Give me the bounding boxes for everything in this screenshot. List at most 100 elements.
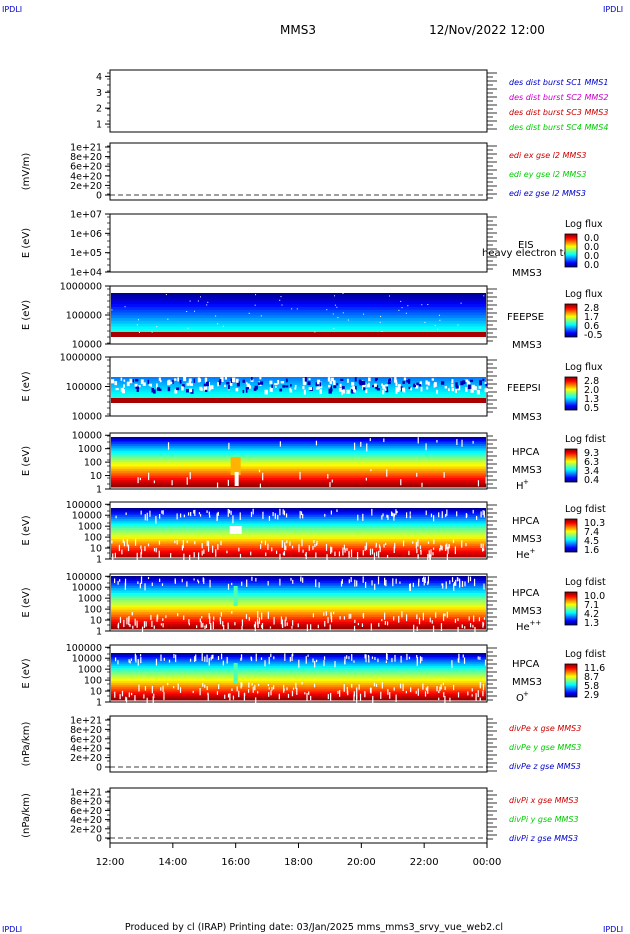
panel-hpca_he2-speckle [441, 583, 443, 586]
panel-feepsi-speckle [484, 388, 489, 393]
panel-hpca_o-speckle [327, 694, 329, 700]
panel-feepsi-speckle [382, 389, 385, 395]
panel-hpca_o-row [111, 687, 486, 690]
panel-hpca_he-speckle [305, 552, 307, 560]
panel-hpca_h-species: H [516, 481, 524, 492]
panel-feepsi-speckle [254, 385, 258, 390]
panel-hpca_o-speckle [177, 683, 179, 690]
panel-hpca_he-speckle [183, 553, 185, 560]
panel-edi-ytick-label: 1e+21 [70, 143, 102, 154]
panel-hpca_he2-speckle [377, 576, 380, 585]
panel-hpca_o-speckle [258, 683, 260, 686]
panel-hpca_he2-scale-label-0: 10.0 [584, 591, 605, 602]
time-axis-label: 16:00 [221, 857, 250, 868]
panel-hpca_he2-ytick-label: 1 [96, 627, 102, 638]
panel-hpca_he2-speckle [302, 577, 304, 583]
panel-hpca_he-speckle [126, 539, 128, 547]
panel-hpca_o-speckle [119, 694, 121, 700]
panel-feepsi-speckle [433, 382, 437, 387]
panel-feepse-speckle [457, 324, 459, 326]
panel-eis-scale-label-0: 0.0 [584, 233, 599, 244]
panel-hpca_o-speckle [189, 658, 192, 662]
panel-hpca_he-speckle [140, 510, 142, 515]
panel-hpca_o-speckle [179, 687, 182, 693]
panel-hpca_he2-speckle [432, 625, 435, 632]
panel-hpca_o-speckle [421, 657, 423, 662]
panel-feepsi-speckle [189, 388, 193, 393]
panel-hpca_he2-speckle [427, 576, 430, 584]
panel-hpca_he2-speckle [340, 581, 343, 587]
panel-hpca_o-speckle [449, 697, 451, 702]
panel-hpca_h-row [111, 468, 486, 472]
panel-hpca_he2-row [111, 621, 486, 625]
panel-hpca_o-speckle [252, 686, 254, 693]
panel-hpca_o-row [111, 674, 486, 677]
panel-des-legend-1: des dist burst SC2 MMS2 [509, 93, 608, 102]
panel-hpca_he2-spectrogram [111, 576, 486, 634]
panel-hpca_o-row [111, 655, 486, 658]
panel-hpca_he2-speckle [219, 617, 221, 622]
panel-hpca_he2-row [111, 585, 486, 589]
panel-hpca_he-speckle [365, 542, 368, 550]
panel-hpca_he2-speckle [282, 623, 284, 629]
panel-feepsi-speckle [332, 380, 336, 385]
panel-hpca_he-speckle [432, 552, 434, 556]
panel-hpca_he-speckle [445, 513, 447, 518]
panel-hpca_o-speckle [146, 697, 148, 706]
panel-hpca_o-speckle [117, 660, 119, 665]
panel-hpca_o-speckle [377, 658, 379, 663]
panel-feepsi-speckle [374, 383, 377, 387]
panel-hpca_h-colorbar [564, 448, 578, 483]
panel-hpca_h-speckle [421, 482, 423, 487]
panel-hpca_o-ytick-label: 10000 [72, 654, 102, 665]
panel-feepse-speckle [334, 295, 336, 297]
panel-feepse-row [111, 323, 486, 327]
panel-hpca_h-row [111, 439, 486, 443]
panel-hpca_he2-speckle [222, 621, 224, 627]
panel-hpca_he-speckle [315, 552, 317, 559]
panel-feepsi-speckle [353, 389, 357, 393]
panel-feepsi-speckle [470, 389, 474, 393]
panel-hpca_he-speckle [330, 546, 332, 554]
panel-hpca_he-speckle [314, 543, 316, 548]
panel-hpca_he2-speckle [329, 624, 331, 631]
panel-hpca_o-ytick-label: 1 [96, 698, 102, 709]
panel-hpca_he2-speckle [205, 624, 208, 629]
panel-hpca_he2-speckle [151, 620, 153, 628]
panel-feepsi-speckle [302, 381, 306, 386]
panel-hpca_he2-speckle [151, 582, 153, 587]
panel-hpca_h-speckle [353, 442, 356, 451]
panel-hpca_he2-speckle [257, 611, 259, 619]
panel-hpca_he2-speckle [451, 577, 454, 583]
panel-hpca_o-speckle [356, 687, 358, 696]
panel-feepse-speckle [333, 328, 335, 330]
panel-feepsi-speckle [169, 381, 173, 384]
panel-feepsi-speckle [467, 384, 471, 390]
panel-hpca_o-speckle [425, 687, 427, 691]
panel-hpca_he2-speckle [213, 616, 215, 621]
panel-hpca_h-feature-gap [234, 472, 239, 486]
panel-hpca_he-speckle [338, 551, 341, 557]
panel-hpca_he-ytick-label: 10000 [72, 511, 102, 522]
panel-hpca_he2-speckle [208, 612, 210, 619]
panel-hpca_h-row [111, 466, 486, 470]
panel-feepsi-speckle [330, 385, 333, 390]
panel-eis-ytick-label: 1e+07 [70, 210, 102, 221]
panel-hpca_he-speckle [480, 543, 482, 549]
panel-hpca_he-speckle [122, 539, 124, 544]
panel-feepsi-speckle [294, 384, 297, 388]
panel-hpca_o-speckle [129, 660, 131, 664]
panel-divpe-ylabel: (nPa/km) [21, 722, 32, 767]
panel-hpca_he-speckle [440, 544, 442, 550]
panel-feepsi-speckle [274, 383, 278, 386]
panel-hpca_h-speckle [370, 469, 372, 472]
panel-feepsi-speckle [427, 381, 430, 386]
panel-hpca_he-speckle [201, 542, 203, 549]
panel-hpca_o-speckle [267, 683, 269, 687]
panel-feepsi-speckle [395, 389, 398, 394]
panel-feepse-speckle [380, 315, 382, 317]
panel-feepsi-speckle [455, 382, 458, 388]
panel-hpca_o-speckle [482, 683, 485, 691]
panel-hpca_h-row [111, 462, 486, 465]
panel-hpca_he2-speckle [119, 579, 121, 582]
